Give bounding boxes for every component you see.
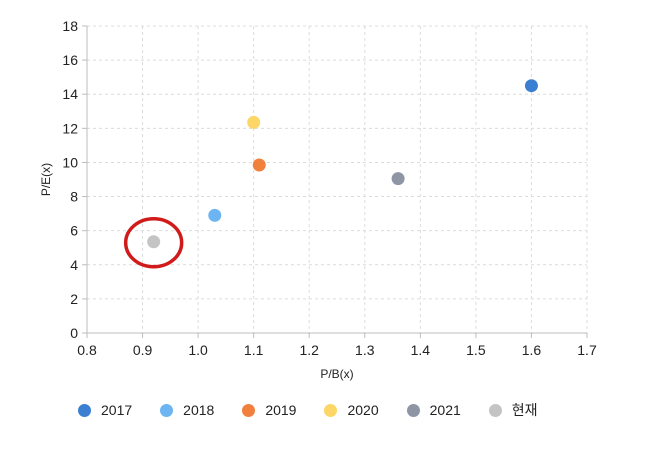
legend-marker: [324, 403, 338, 417]
y-tick-label: 4: [70, 257, 78, 273]
legend-item-5: 2021: [406, 402, 461, 418]
y-tick-label: 14: [62, 86, 78, 102]
x-tick-label: 1.3: [355, 342, 375, 358]
x-tick-label: 1.5: [466, 342, 486, 358]
x-tick-label: 0.9: [133, 342, 153, 358]
y-tick-label: 16: [62, 52, 78, 68]
y-axis-title: P/E(x): [39, 163, 53, 196]
scatter-chart: 0.8 0.9 1.0 1.1 1.2 1.3 1.4 1.5 1.6 1.7 0 2 4 6 8 10 12…: [39, 18, 597, 381]
data-point-6: [147, 235, 161, 249]
legend-marker: [406, 403, 420, 417]
legend-item-1: 2017: [78, 402, 132, 418]
y-tick-label: 10: [62, 154, 78, 170]
y-tick-label: 6: [70, 223, 78, 239]
legend-label: 2020: [347, 402, 379, 418]
grid-lines: [86, 25, 588, 334]
legend-item-6: 현재: [488, 400, 538, 420]
x-tick-label: 0.8: [77, 342, 97, 358]
legend-marker: [160, 403, 174, 417]
legend-label: 현재: [511, 402, 538, 418]
y-tick-label: 2: [70, 291, 78, 307]
legend-item-3: 2019: [242, 402, 296, 418]
legend-label: 2021: [429, 402, 461, 418]
x-tick-label: 1.0: [188, 342, 208, 358]
x-axis-title: P/B(x): [320, 367, 353, 381]
y-tick-label: 18: [62, 18, 78, 34]
data-points: [147, 79, 538, 249]
x-tick-label: 1.6: [522, 342, 542, 358]
x-tick-label: 1.7: [577, 342, 597, 358]
y-tick-label: 0: [70, 325, 78, 341]
highlight-circle: [123, 217, 184, 269]
axes: [82, 25, 588, 338]
legend-label: 2018: [183, 402, 215, 418]
legend: 2017 2018 2019 2020 2021 현재: [78, 400, 566, 420]
data-point-1: [524, 79, 538, 93]
legend-marker: [78, 403, 91, 417]
x-tick-label: 1.1: [244, 342, 264, 358]
y-tick-label: 12: [62, 120, 78, 136]
legend-marker: [242, 403, 256, 417]
x-tick-labels: 0.8 0.9 1.0 1.1 1.2 1.3 1.4 1.5 1.6 1.7: [77, 342, 597, 358]
legend-label: 2017: [101, 402, 133, 418]
data-point-2: [208, 208, 222, 222]
legend-marker: [488, 403, 502, 417]
annotations: [123, 217, 184, 269]
y-tick-labels: 0 2 4 6 8 10 12 14 16 18: [62, 18, 78, 341]
legend-item-2: 2018: [160, 402, 214, 418]
data-point-3: [252, 158, 266, 172]
data-point-5: [391, 172, 405, 186]
x-tick-label: 1.2: [299, 342, 319, 358]
x-tick-label: 1.4: [411, 342, 431, 358]
legend-item-4: 2020: [324, 402, 379, 418]
data-point-4: [247, 115, 261, 129]
y-tick-label: 8: [70, 189, 78, 205]
legend-label: 2019: [265, 402, 297, 418]
